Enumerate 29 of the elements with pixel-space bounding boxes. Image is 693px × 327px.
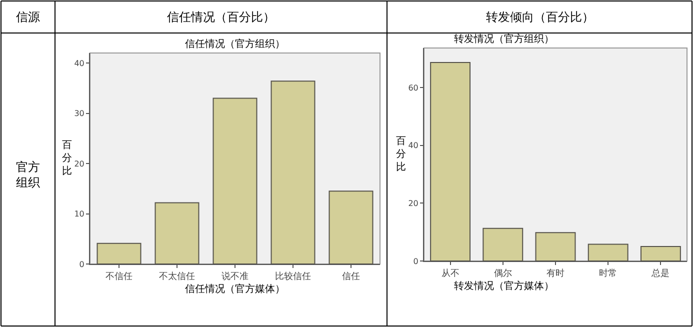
x-tick-label: 说不准 — [222, 270, 248, 282]
text: 信源 — [16, 10, 40, 24]
x-axis-title: 信任情况（官方媒体） — [185, 283, 285, 295]
text: 信任情况（百分比） — [167, 10, 275, 24]
x-tick-label: 从不 — [441, 268, 460, 279]
text: 官方组织 — [16, 160, 40, 190]
y-tick-label: 40 — [74, 58, 84, 68]
x-tick-label: 偶尔 — [494, 268, 512, 279]
y-tick-label: 0 — [79, 260, 84, 269]
text: 转发倾向（百分比） — [486, 10, 594, 24]
y-tick-label: 60 — [408, 83, 418, 92]
y-tick-label: 30 — [74, 109, 84, 118]
y-tick-label: 20 — [74, 159, 84, 168]
x-tick-label: 不太信任 — [159, 270, 195, 282]
x-tick-label: 总是 — [650, 268, 670, 279]
y-tick-label: 10 — [74, 210, 84, 219]
y-tick-label: 20 — [408, 199, 418, 208]
chart-title: 转发情况（官方组织） — [454, 33, 554, 45]
x-axis-title: 转发情况（官方媒体） — [454, 280, 554, 292]
x-tick-label: 比较信任 — [275, 270, 311, 282]
y-axis-title: 百分比 — [62, 140, 72, 177]
y-axis-title: 百分比 — [396, 136, 406, 173]
x-tick-label: 有时 — [546, 268, 564, 279]
x-tick-label: 信任 — [342, 270, 360, 282]
chart-title: 信任情况（官方组织） — [185, 38, 285, 50]
y-tick-label: 0 — [413, 256, 418, 266]
x-tick-label: 时常 — [599, 268, 618, 279]
x-tick-label: 不信任 — [106, 270, 132, 282]
y-tick-label: 40 — [408, 141, 418, 150]
